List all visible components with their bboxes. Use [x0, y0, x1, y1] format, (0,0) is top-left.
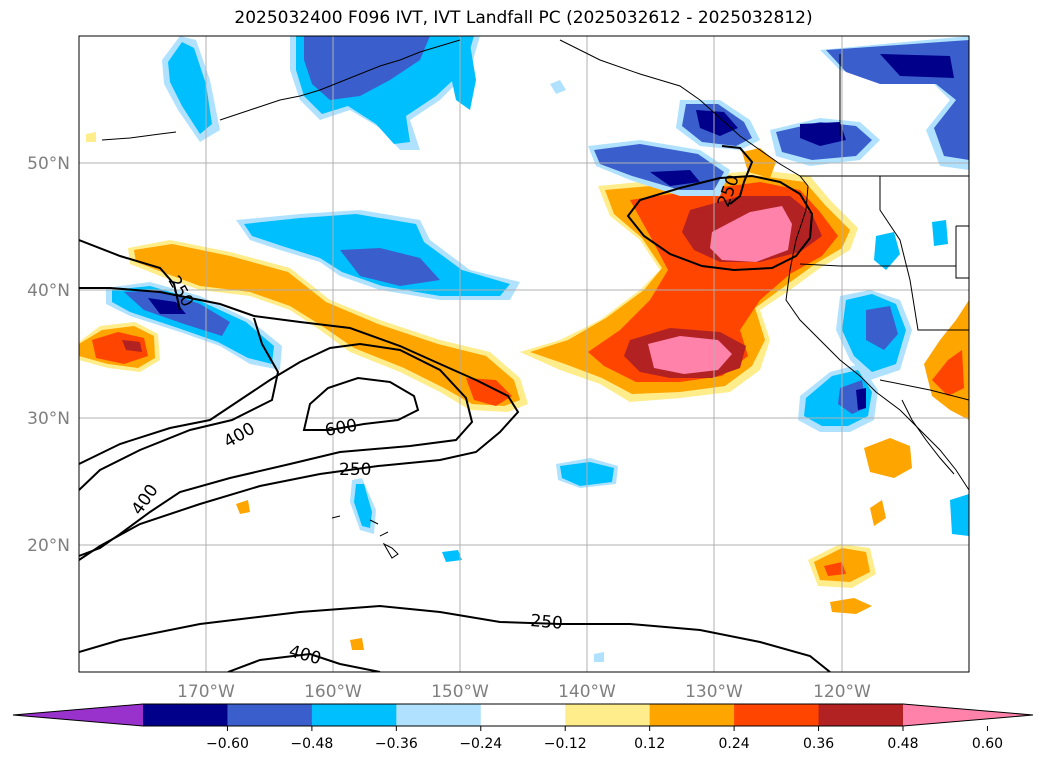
colorbar-tick-label: 0.48 [887, 736, 918, 752]
colorbar-bin [227, 704, 313, 726]
colorbar-bin [480, 704, 566, 726]
lat-label: 50°N [27, 154, 70, 174]
lon-label: 130°W [685, 682, 743, 702]
colorbar-bin [311, 704, 397, 726]
contour-label: 400 [221, 419, 259, 453]
coastlines [101, 39, 969, 559]
colorbar-tick-label: 0.24 [719, 736, 750, 752]
pc-negative-layer [106, 36, 969, 662]
lat-label: 20°N [27, 536, 70, 556]
colorbar-bin [565, 704, 651, 726]
colorbar-tick-label: 0.36 [803, 736, 834, 752]
colorbar-bin [649, 704, 735, 726]
ivt-contour-400 [79, 342, 474, 557]
map-frame [78, 35, 970, 673]
ivt-contour-landfall [626, 174, 814, 272]
lon-label: 150°W [431, 682, 489, 702]
colorbar-bin [818, 704, 904, 726]
ivt-contour-600 [302, 376, 420, 431]
colorbar-tick-label: −0.48 [290, 736, 333, 752]
colorbar-bin [396, 704, 482, 726]
colorbar-bin [143, 704, 228, 726]
lon-label: 160°W [304, 682, 362, 702]
colorbar-tick-label: 0.12 [634, 736, 665, 752]
contour-label: 400 [287, 642, 324, 670]
colorbar-tick-label: −0.60 [206, 736, 249, 752]
hawaii-islands [369, 519, 399, 559]
colorbar-bin [734, 704, 820, 726]
lon-label: 140°W [558, 682, 616, 702]
ivt-contours [79, 145, 831, 672]
colorbar-extend-low [13, 704, 143, 726]
ivt-contour-250 [79, 317, 280, 491]
lon-label: 170°W [177, 682, 235, 702]
colorbar-tick-label: 0.60 [972, 736, 1003, 752]
contour-label: 250 [530, 611, 564, 634]
lon-label: 120°W [813, 682, 871, 702]
latitude-labels: 50°N 40°N 30°N 20°N [27, 154, 70, 556]
contour-label: 600 [323, 416, 358, 441]
colorbar: −0.60 −0.48 −0.36 −0.24 −0.12 0.12 0.24 0.36 0.4… [12, 703, 1034, 752]
longitude-labels: 170°W 160°W 150°W 140°W 130°W 120°W [177, 682, 871, 702]
north-america-coastline [785, 185, 969, 491]
gridlines [79, 36, 969, 672]
colorbar-tick-label: −0.24 [459, 736, 502, 752]
contour-label: 400 [128, 481, 163, 519]
lat-label: 30°N [27, 409, 70, 429]
colorbar-tick-label: −0.36 [375, 736, 418, 752]
colorbar-tick-label: −0.12 [544, 736, 587, 752]
alaska-coastline [219, 39, 461, 121]
ivt-contour-250 [79, 239, 520, 561]
colorbar-outline [12, 703, 1034, 727]
colorbar-extend-high [903, 704, 1033, 726]
map-title: 2025032400 F096 IVT, IVT Landfall PC (20… [234, 8, 813, 28]
contour-label: 250 [339, 460, 371, 480]
lat-label: 40°N [27, 281, 70, 301]
